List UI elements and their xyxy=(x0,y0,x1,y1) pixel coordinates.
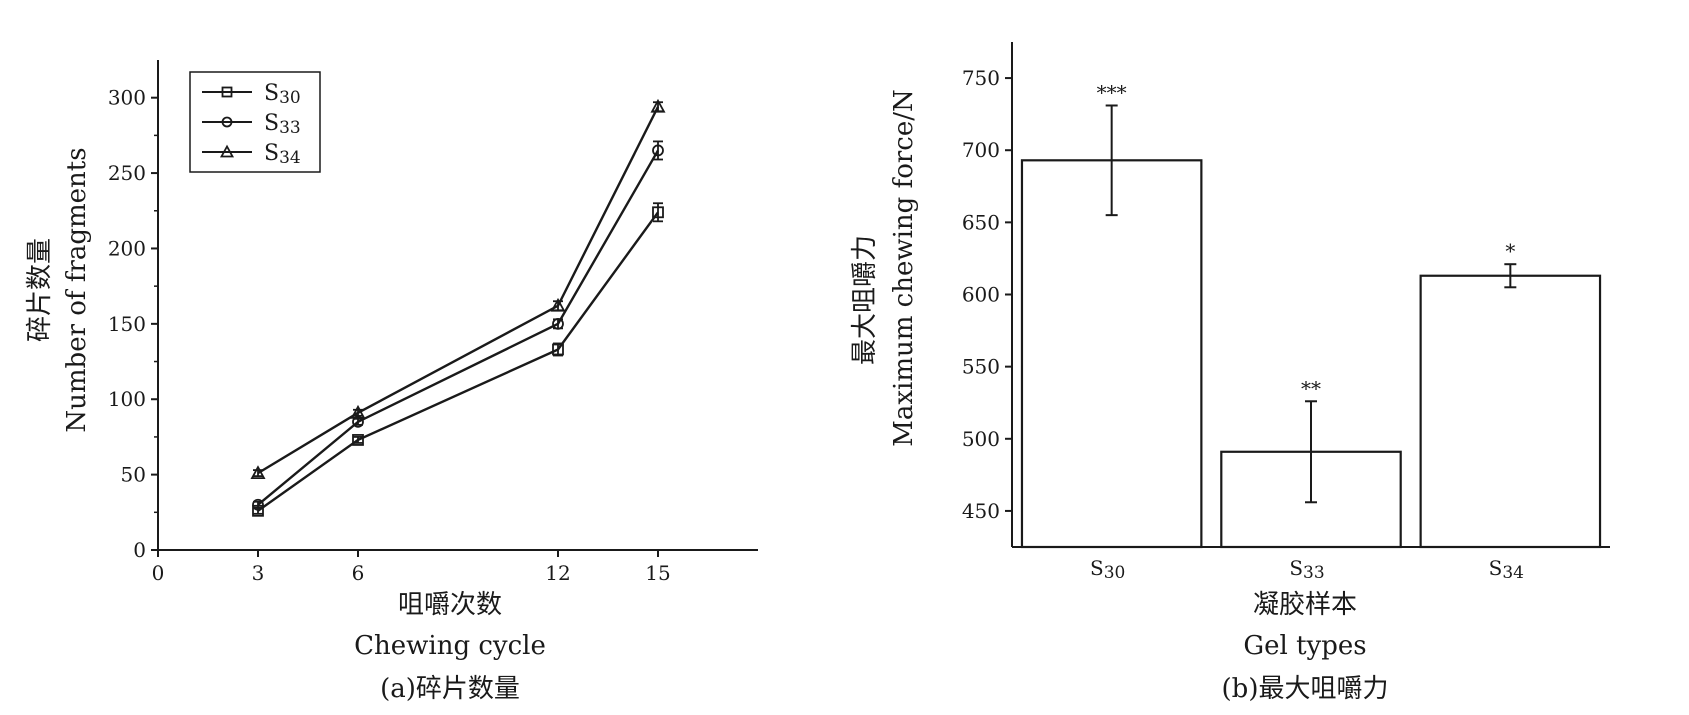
y-tick-label: 200 xyxy=(108,236,146,260)
bar-chart-x-label-en: Gel types xyxy=(1243,631,1366,661)
y-tick-label: 750 xyxy=(962,66,1000,90)
y-tick-label: 250 xyxy=(108,161,146,185)
series-line xyxy=(257,211,659,512)
square-marker xyxy=(652,206,664,219)
series-line xyxy=(257,106,660,475)
legend-label: S33 xyxy=(264,111,301,138)
x-category-label: S30 xyxy=(1090,556,1125,583)
bar-chart-y-ticks: 450 500 550 600 650 700 750 xyxy=(962,66,1012,523)
x-category-label-base: S xyxy=(1289,556,1303,580)
triangle-marker xyxy=(550,297,566,312)
legend-label: S34 xyxy=(264,141,301,168)
circle-marker xyxy=(221,116,233,128)
x-category-label-subscript: 30 xyxy=(1104,563,1126,583)
triangle-marker xyxy=(250,465,266,480)
y-tick-label: 450 xyxy=(962,499,1000,523)
legend-label-subscript: 34 xyxy=(279,148,301,168)
triangle-marker xyxy=(650,98,666,113)
line-chart-y-label-en: Number of fragments xyxy=(62,147,92,432)
line-chart-x-ticks: 0 3 6 12 15 xyxy=(152,550,671,585)
line-chart-x-label-cn: 咀嚼次数 xyxy=(398,590,502,620)
significance-label: *** xyxy=(1097,80,1127,104)
y-tick-label: 700 xyxy=(962,138,1000,162)
bar xyxy=(1419,274,1602,549)
square-marker xyxy=(352,434,364,446)
bar xyxy=(1020,159,1203,549)
y-tick-label: 600 xyxy=(962,283,1000,307)
y-tick-label: 150 xyxy=(108,312,146,336)
x-tick-label: 0 xyxy=(152,561,165,585)
line-chart-caption: (a)碎片数量 xyxy=(380,674,520,704)
y-tick-label: 0 xyxy=(133,538,146,562)
series-line xyxy=(257,149,660,506)
line-chart-y-label-cn: 碎片数量 xyxy=(25,238,55,342)
y-tick-label: 100 xyxy=(108,387,146,411)
x-category-label: S34 xyxy=(1489,556,1524,583)
circle-marker xyxy=(552,317,564,330)
y-tick-label: 300 xyxy=(108,86,146,110)
legend-label-subscript: 30 xyxy=(279,88,301,108)
legend-label: S30 xyxy=(264,81,301,108)
legend-label-base: S xyxy=(264,141,279,166)
y-tick-label: 500 xyxy=(962,427,1000,451)
line-chart-series xyxy=(250,98,666,517)
bar-group-S30: *** S30 xyxy=(1020,80,1203,583)
y-tick-label: 550 xyxy=(962,355,1000,379)
bar-chart-caption: (b)最大咀嚼力 xyxy=(1222,674,1389,704)
significance-label: ** xyxy=(1301,376,1321,400)
x-category-label-subscript: 33 xyxy=(1303,563,1325,583)
x-tick-label: 6 xyxy=(352,561,365,585)
legend-label-base: S xyxy=(264,111,279,136)
legend-label-subscript: 33 xyxy=(279,118,301,138)
bar-chart-x-label-cn: 凝胶样本 xyxy=(1253,590,1357,620)
triangle-marker xyxy=(219,144,235,158)
x-category-label-base: S xyxy=(1489,556,1503,580)
x-category-label: S33 xyxy=(1289,556,1324,583)
circle-marker xyxy=(652,144,664,157)
line-chart-x-label-en: Chewing cycle xyxy=(354,631,546,661)
square-marker xyxy=(221,86,233,98)
circle-marker xyxy=(352,415,364,428)
x-category-label-subscript: 34 xyxy=(1502,563,1524,583)
x-tick-label: 12 xyxy=(545,561,570,585)
x-tick-label: 15 xyxy=(645,561,670,585)
x-tick-label: 3 xyxy=(252,561,265,585)
bar-chart-y-label-en: Maximum chewing force/N xyxy=(889,89,919,447)
line-chart-y-ticks: 0 50 100 150 200 250 300 xyxy=(108,86,158,562)
bar-group-S34: * S34 xyxy=(1419,239,1602,583)
square-marker xyxy=(552,343,564,356)
series-S34 xyxy=(250,98,666,480)
legend-label-base: S xyxy=(264,81,279,106)
y-tick-label: 650 xyxy=(962,210,1000,234)
significance-label: * xyxy=(1505,239,1515,263)
x-category-label-base: S xyxy=(1090,556,1104,580)
triangle-marker xyxy=(350,404,366,419)
bar-chart-y-label-cn: 最大咀嚼力 xyxy=(850,235,880,365)
y-tick-label: 50 xyxy=(121,463,146,487)
bar-chart-bars: ***S30**S33*S34 xyxy=(1020,80,1602,583)
circle-marker xyxy=(252,498,264,511)
series-S33 xyxy=(252,140,664,511)
bar-group-S33: ** S33 xyxy=(1220,376,1402,583)
